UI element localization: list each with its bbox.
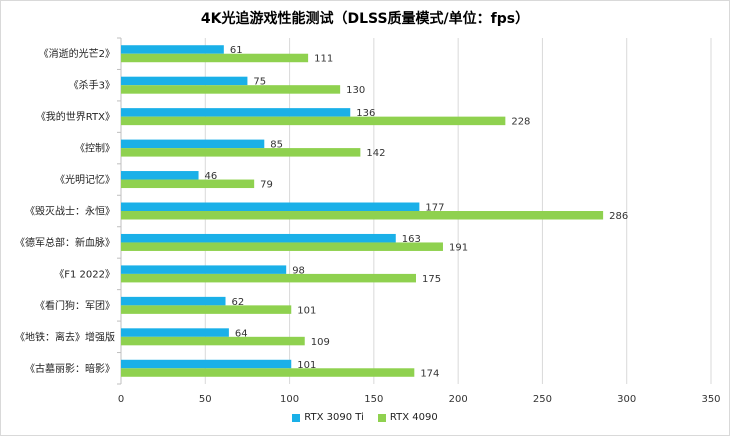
x-tick-label-1: 50 [199, 394, 212, 405]
bar-series-1-1 [121, 76, 248, 86]
bar-series-1-5 [121, 202, 420, 211]
category-label-0: 《消逝的光芒2》 [39, 47, 115, 60]
category-label-4: 《光明记忆》 [55, 173, 115, 186]
bar-series-1-6 [121, 233, 396, 243]
bar-series-1-10 [121, 359, 292, 369]
legend-item-series-2: RTX 4090 [377, 412, 438, 423]
bar-series-2-2 [121, 116, 506, 126]
category-label-7: 《F1 2022》 [54, 268, 115, 280]
x-tick-label-5: 250 [533, 394, 552, 405]
data-label-series-2-2: 228 [511, 117, 530, 128]
category-label-5: 《毁灭战士：永恒》 [25, 205, 115, 218]
bar-series-1-3 [121, 139, 265, 149]
data-label-series-1-6: 163 [402, 234, 421, 245]
x-tick-label-3: 150 [364, 394, 383, 405]
data-label-series-1-7: 98 [292, 265, 305, 276]
data-label-series-2-10: 174 [420, 368, 439, 379]
bar-series-2-9 [121, 336, 305, 346]
bar-series-1-7 [121, 265, 287, 274]
legend-swatch-series-1 [292, 413, 301, 422]
bar-series-2-10 [121, 368, 415, 377]
legend-swatch-series-2 [377, 413, 386, 422]
bar-series-1-4 [121, 171, 199, 180]
x-tick-label-0: 0 [118, 394, 124, 405]
bar-series-2-6 [121, 242, 443, 251]
legend-label-series-2: RTX 4090 [389, 412, 438, 423]
data-label-series-1-5: 177 [425, 203, 444, 214]
bar-series-1-0 [121, 45, 224, 54]
bar-series-1-9 [121, 328, 229, 337]
legend-item-series-1: RTX 3090 Ti [292, 412, 364, 423]
data-label-series-1-9: 64 [235, 328, 248, 339]
chart-title: 4K光追游戏性能测试（DLSS质量模式/单位：fps） [200, 11, 530, 27]
data-label-series-2-8: 101 [297, 305, 316, 316]
data-label-series-1-8: 62 [232, 297, 245, 308]
data-label-series-1-3: 85 [270, 140, 283, 151]
data-label-series-2-4: 79 [260, 180, 273, 191]
legend-label-series-1: RTX 3090 Ti [304, 412, 364, 423]
bar-series-1-2 [121, 108, 351, 117]
bar-series-1-8 [121, 296, 226, 306]
data-label-series-1-4: 46 [205, 171, 218, 182]
bar-series-2-3 [121, 148, 361, 157]
bar-series-2-8 [121, 305, 292, 314]
data-label-series-2-6: 191 [449, 242, 468, 253]
category-label-2: 《我的世界RTX》 [36, 110, 115, 123]
data-label-series-1-2: 136 [356, 108, 375, 119]
category-label-9: 《地铁：离去》增强版 [15, 330, 115, 343]
bar-series-2-5 [121, 211, 604, 220]
x-tick-label-4: 200 [449, 394, 468, 405]
legend: RTX 3090 Ti RTX 4090 [0, 412, 730, 423]
data-label-series-1-10: 101 [297, 360, 316, 371]
category-label-1: 《杀手3》 [69, 79, 115, 92]
category-label-10: 《古墓丽影：暗影》 [25, 362, 115, 375]
bar-series-2-1 [121, 85, 341, 94]
data-label-series-2-7: 175 [422, 274, 441, 285]
data-label-series-2-5: 286 [609, 211, 628, 222]
category-label-8: 《看门狗：军团》 [35, 299, 115, 312]
bar-series-2-7 [121, 273, 416, 283]
data-label-series-2-1: 130 [346, 85, 365, 96]
data-label-series-1-1: 75 [253, 77, 266, 88]
category-label-3: 《控制》 [75, 142, 115, 155]
data-label-series-2-9: 109 [311, 337, 330, 348]
data-label-series-2-0: 111 [314, 54, 333, 65]
bar-series-2-4 [121, 179, 255, 189]
data-label-series-2-3: 142 [366, 148, 385, 159]
bar-series-2-0 [121, 53, 309, 63]
x-tick-label-2: 100 [280, 394, 299, 405]
category-label-6: 《德军总部：新血脉》 [15, 236, 115, 249]
x-tick-label-7: 350 [701, 394, 720, 405]
data-label-series-1-0: 61 [230, 45, 243, 56]
x-tick-label-6: 300 [617, 394, 636, 405]
